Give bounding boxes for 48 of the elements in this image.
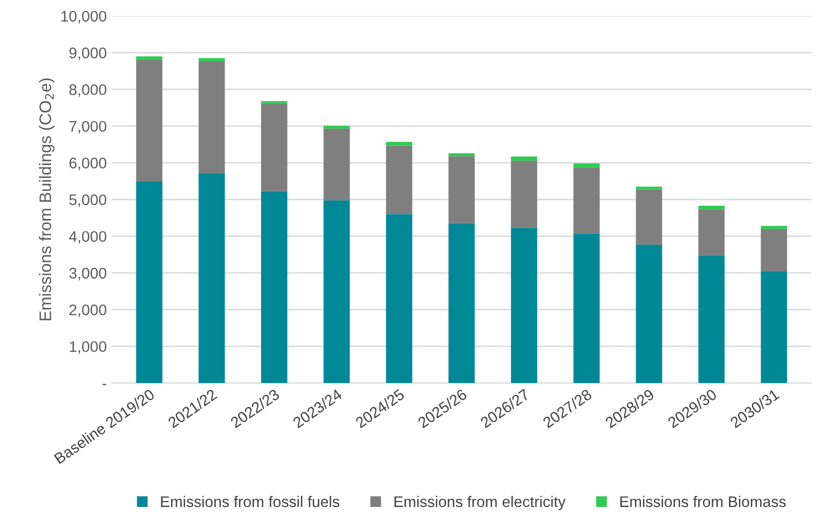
bar — [573, 234, 600, 384]
y-tick-label: 6,000 — [69, 158, 106, 170]
bar — [386, 142, 412, 146]
y-tick-label: 7,000 — [69, 120, 106, 134]
bar — [573, 164, 600, 168]
bar — [698, 206, 725, 210]
bar — [198, 58, 225, 62]
y-tick-label: 5,000 — [69, 194, 106, 207]
bar — [198, 173, 225, 384]
bar — [136, 181, 162, 384]
legend-label: Emissions from electricity — [394, 496, 566, 510]
bar — [324, 126, 350, 129]
bar — [760, 228, 788, 272]
bar — [136, 56, 162, 60]
y-tick-label: 4,000 — [69, 231, 106, 244]
bar — [448, 153, 475, 156]
y-axis-title: Emissions from Buildings (CO$_{2}$e) — [38, 78, 55, 320]
bar — [261, 104, 288, 192]
bar — [636, 189, 662, 245]
bar — [386, 214, 412, 384]
y-tick-label: 1,000 — [70, 341, 106, 354]
bar — [386, 146, 412, 214]
bar — [261, 101, 288, 104]
y-tick-label: 3,000 — [69, 268, 106, 280]
bar — [448, 156, 475, 224]
y-tick-label: 9,000 — [69, 48, 106, 60]
bar — [510, 228, 538, 384]
legend-label: Emissions from Biomass — [620, 496, 786, 508]
y-tick-label: - — [102, 384, 106, 386]
bar — [760, 226, 788, 229]
bar — [698, 209, 725, 256]
bar — [198, 61, 225, 174]
y-tick-label: 10,000 — [61, 10, 106, 24]
y-tick-label: 2,000 — [69, 304, 106, 318]
bar — [573, 167, 600, 234]
bar — [636, 186, 662, 190]
bar — [510, 160, 538, 228]
bar — [324, 200, 350, 384]
y-tick-label: 8,000 — [69, 84, 106, 97]
bar — [261, 191, 288, 384]
bar — [448, 223, 475, 384]
legend-label: Emissions from fossil fuels — [161, 496, 340, 508]
bar — [136, 60, 162, 182]
bar — [324, 128, 350, 200]
bar — [510, 156, 538, 161]
bar — [760, 271, 788, 384]
bar — [698, 255, 725, 384]
bar — [636, 244, 662, 384]
